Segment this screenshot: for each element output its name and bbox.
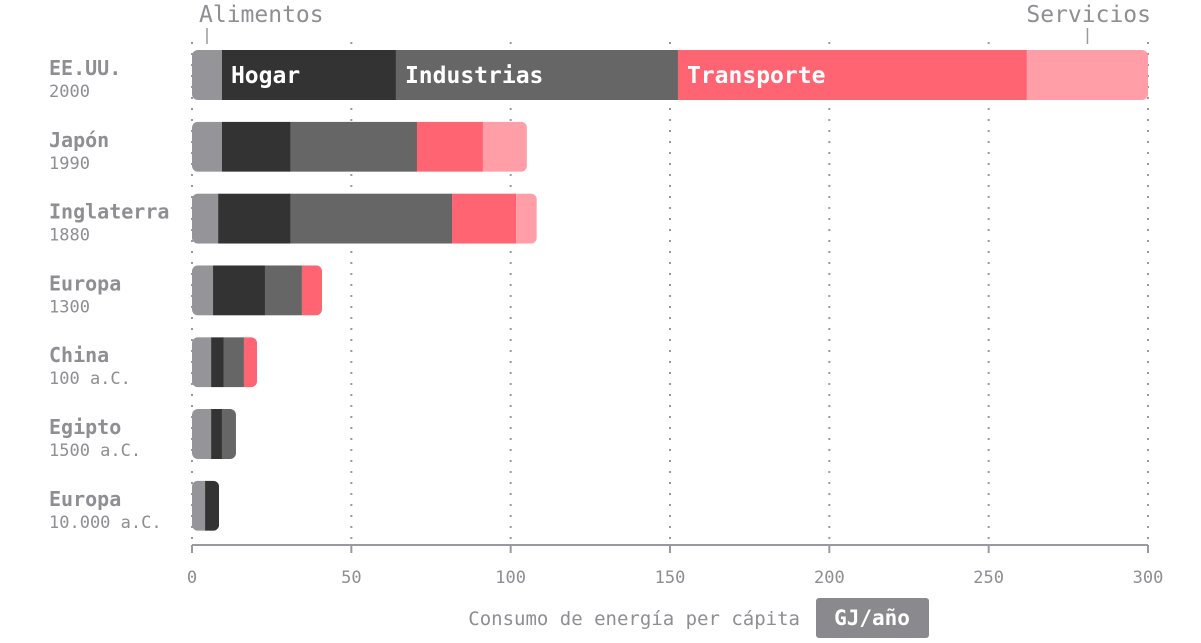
- bar-hogar: [221, 121, 291, 172]
- category-period: 100 a.C.: [49, 369, 131, 389]
- category-name: Egipto: [49, 415, 121, 439]
- bar-hogar: [221, 50, 396, 100]
- category-name: Inglaterra: [49, 200, 169, 224]
- category-period: 1300: [49, 297, 90, 317]
- series-label: Transporte: [687, 63, 825, 89]
- bar-transporte: [243, 337, 258, 388]
- bar-industrias: [264, 265, 302, 316]
- bar-alimentos: [192, 480, 206, 531]
- x-tick-label: 150: [655, 568, 686, 588]
- bar-industrias: [395, 50, 678, 100]
- bar-transporte: [416, 121, 483, 172]
- category-name: Japón: [49, 128, 109, 152]
- series-label: Alimentos: [199, 2, 324, 28]
- bar-industrias: [290, 121, 417, 172]
- bar-transporte: [452, 193, 517, 244]
- bar-industrias: [223, 337, 244, 388]
- bars: [192, 50, 1148, 531]
- x-axis-unit-badge: [816, 598, 929, 638]
- bar-hogar: [218, 193, 291, 244]
- category-name: China: [49, 343, 109, 367]
- bar-stack: [192, 121, 527, 172]
- x-tick-label: 100: [495, 568, 526, 588]
- bar-stack: [192, 480, 220, 531]
- category-period: 10.000 a.C.: [49, 513, 162, 533]
- bar-alimentos: [192, 50, 222, 100]
- bar-alimentos: [192, 193, 219, 244]
- bar-hogar: [205, 480, 220, 531]
- category-name: EE.UU.: [49, 56, 121, 80]
- bar-hogar: [213, 265, 265, 316]
- bar-transporte: [301, 265, 323, 316]
- bar-servicios: [516, 193, 537, 244]
- x-tick-label: 250: [973, 568, 1004, 588]
- x-tick-label: 50: [341, 568, 361, 588]
- category-period: 2000: [49, 82, 90, 102]
- bar-stack: [192, 50, 1148, 100]
- bar-stack: [192, 193, 537, 244]
- series-label: Servicios: [1026, 2, 1151, 28]
- x-axis: 0 50 100 150 200 250 300: [187, 545, 1163, 588]
- bar-stack: [192, 409, 236, 459]
- bar-alimentos: [192, 265, 214, 316]
- series-label: Industrias: [405, 63, 543, 89]
- x-tick-label: 0: [187, 568, 197, 588]
- gridlines: [191, 42, 1149, 545]
- bar-stack: [192, 337, 258, 388]
- x-tick-label: 200: [814, 568, 845, 588]
- category-name: Europa: [49, 271, 121, 295]
- bar-hogar: [211, 337, 224, 388]
- x-tick-label: 300: [1133, 568, 1164, 588]
- category-period: 1500 a.C.: [49, 441, 141, 461]
- series-label: Hogar: [231, 63, 300, 89]
- category-period: 1880: [49, 226, 90, 246]
- bar-transporte: [677, 50, 1027, 100]
- bar-alimentos: [192, 337, 212, 388]
- bar-stack: [192, 265, 323, 316]
- bar-servicios: [1026, 50, 1148, 100]
- x-axis-label: Consumo de energía per cápita: [468, 608, 800, 630]
- bar-servicios: [482, 121, 527, 172]
- bar-hogar: [211, 409, 222, 459]
- category-name: Europa: [49, 487, 121, 511]
- series-labels: Alimentos Hogar Industrias Transporte Servic…: [199, 2, 1151, 89]
- bar-alimentos: [192, 121, 222, 172]
- x-axis-unit: GJ/año: [834, 606, 910, 630]
- bar-industrias: [290, 193, 453, 244]
- category-period: 1990: [49, 154, 90, 174]
- category-labels: EE.UU.2000Japón1990Inglaterra1880Europa1…: [49, 56, 169, 533]
- bar-industrias: [221, 409, 236, 459]
- bar-alimentos: [192, 409, 212, 459]
